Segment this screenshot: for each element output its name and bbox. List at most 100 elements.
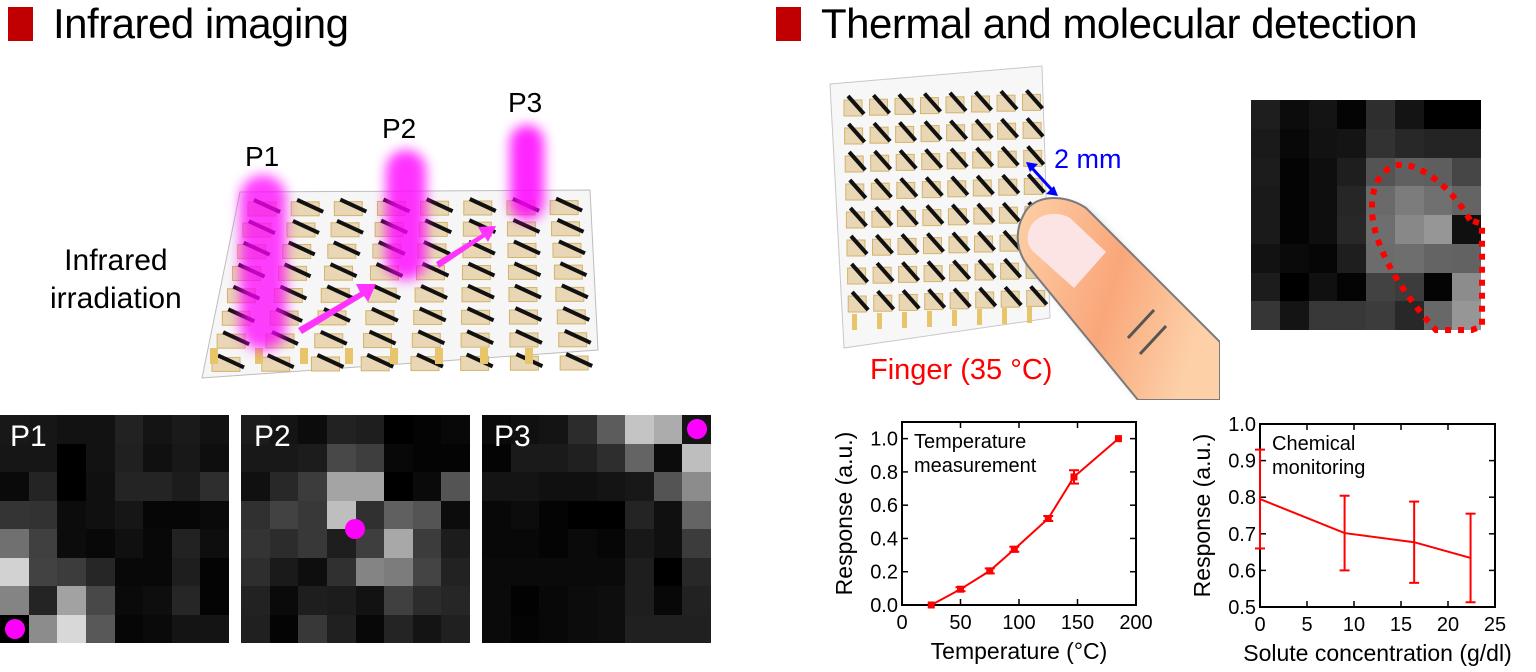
heatmap-cell bbox=[241, 500, 270, 529]
heatmap-cell bbox=[482, 443, 511, 472]
heatmap-cell bbox=[625, 500, 654, 529]
y-axis-label: Response (a.u.) bbox=[1189, 434, 1215, 598]
heatmap-cell bbox=[298, 614, 327, 643]
data-point bbox=[1070, 473, 1078, 481]
heatmap-cell bbox=[114, 500, 144, 529]
y-tick-label: 0.0 bbox=[870, 595, 898, 617]
heatmap-cell bbox=[143, 557, 172, 586]
heatmap-cell bbox=[510, 614, 540, 643]
heatmap-cell bbox=[28, 586, 58, 615]
y-tick-label: 0.8 bbox=[870, 462, 898, 484]
heatmap-cell bbox=[384, 472, 413, 501]
irradiation-label-line2: irradiation bbox=[50, 282, 182, 315]
heatmap-cell bbox=[1394, 272, 1424, 302]
heatmap-cell bbox=[1337, 243, 1366, 273]
heatmap-cell bbox=[1423, 272, 1453, 302]
heatmap-cell bbox=[298, 500, 327, 529]
heatmap-cell bbox=[441, 500, 470, 529]
heatmap-cell bbox=[241, 415, 270, 444]
heatmap-cell bbox=[57, 500, 86, 529]
heatmap-cell bbox=[85, 500, 115, 529]
data-point bbox=[1010, 545, 1018, 553]
heatmap-cell bbox=[298, 529, 327, 558]
heatmap-cell bbox=[171, 415, 201, 444]
heatmap-cell bbox=[143, 500, 172, 529]
heatmap-cell bbox=[384, 557, 413, 586]
heatmap-cell bbox=[1394, 186, 1424, 215]
heatmap-cell bbox=[1394, 215, 1424, 244]
heatmap-cell bbox=[200, 557, 229, 586]
heatmap-cell bbox=[1251, 215, 1280, 244]
section-title-text: Infrared imaging bbox=[53, 0, 349, 47]
y-tick-label: 0.5 bbox=[1228, 597, 1256, 619]
heatmap-cell bbox=[143, 529, 172, 558]
heatmap-cell bbox=[441, 557, 470, 586]
heatmap-cell bbox=[567, 529, 597, 558]
x-tick-label: 10 bbox=[1343, 614, 1365, 636]
heatmap-cell bbox=[85, 443, 115, 472]
heatmap-cell bbox=[200, 529, 229, 558]
heatmap-cell bbox=[355, 472, 385, 501]
heatmap-cell bbox=[1251, 100, 1280, 129]
heatmap-label-p3: P3 bbox=[494, 420, 531, 453]
heatmap-cell bbox=[653, 415, 683, 444]
heatmap-cell bbox=[510, 443, 540, 472]
heatmap-cell bbox=[143, 586, 172, 615]
y-axis-label: Response (a.u.) bbox=[831, 432, 857, 596]
heatmap-cell bbox=[1452, 186, 1481, 215]
heatmap-cell bbox=[412, 472, 442, 501]
heatmap-cell bbox=[1337, 301, 1366, 330]
heatmap-cell bbox=[200, 500, 229, 529]
heatmap-cell bbox=[510, 529, 540, 558]
heatmap-p3 bbox=[482, 415, 711, 643]
heatmap-cell bbox=[269, 586, 299, 615]
x-tick-label: 100 bbox=[1002, 612, 1035, 634]
heatmap-cell bbox=[355, 557, 385, 586]
heatmap-cell bbox=[384, 443, 413, 472]
x-tick-label: 50 bbox=[949, 612, 971, 634]
heatmap-cell bbox=[241, 557, 270, 586]
heatmap-cell bbox=[298, 415, 327, 444]
temperature-chart: 0 50 100 150 200 0.0 0.2 0.4 0.6 0.8 1.0 Temperatur… bbox=[831, 421, 1153, 664]
heatmap-cell bbox=[1423, 215, 1453, 244]
section-title-text: Thermal and molecular detection bbox=[821, 0, 1418, 47]
heatmap-cell bbox=[85, 529, 115, 558]
heatmap-cell bbox=[57, 443, 86, 472]
heatmap-cell bbox=[1279, 215, 1309, 244]
heatmap-cell bbox=[1308, 157, 1338, 187]
heatmap-cell bbox=[539, 614, 568, 643]
heatmap-cell bbox=[0, 415, 29, 444]
point-label-p2: P2 bbox=[382, 113, 416, 144]
heatmap-cell bbox=[567, 443, 597, 472]
heatmap-cell bbox=[355, 586, 385, 615]
heatmap-cell bbox=[1452, 272, 1481, 302]
heatmap-cell bbox=[0, 529, 29, 558]
point-label-p1: P1 bbox=[245, 141, 279, 172]
beam-marker-p1 bbox=[5, 619, 25, 639]
heatmap-cell bbox=[510, 472, 540, 501]
heatmap-cell bbox=[269, 415, 299, 444]
finger-temperature-label: Finger (35 °C) bbox=[870, 354, 1053, 386]
heatmap-cell bbox=[114, 529, 144, 558]
heatmap-cell bbox=[653, 614, 683, 643]
y-tick-label: 1.0 bbox=[870, 429, 898, 451]
heatmap-cell bbox=[114, 586, 144, 615]
heatmap-cell bbox=[114, 443, 144, 472]
heatmap-cell bbox=[298, 443, 327, 472]
heatmap-cell bbox=[28, 557, 58, 586]
section-title-thermal: Thermal and molecular detection bbox=[776, 0, 1418, 48]
data-point bbox=[986, 567, 994, 575]
heatmap-cell bbox=[596, 415, 626, 444]
heatmap-cell bbox=[482, 614, 511, 643]
heatmap-cell bbox=[482, 415, 511, 444]
heatmap-cell bbox=[1279, 243, 1309, 273]
x-tick-label: 150 bbox=[1061, 612, 1094, 634]
heatmap-cell bbox=[1279, 128, 1309, 158]
heatmap-cell bbox=[1279, 301, 1309, 330]
heatmap-cell bbox=[441, 614, 470, 643]
heatmap-cell bbox=[1337, 186, 1366, 215]
heatmap-cell bbox=[28, 500, 58, 529]
y-tick-label: 0.8 bbox=[1228, 487, 1256, 509]
heatmap-cell bbox=[441, 586, 470, 615]
heatmap-cell bbox=[1452, 100, 1481, 129]
